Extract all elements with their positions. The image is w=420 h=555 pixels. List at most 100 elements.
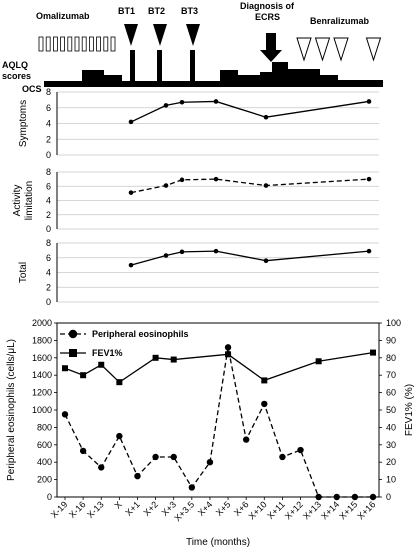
x-tick-label: X+15 [337, 499, 359, 521]
y-tick-label: 8 [46, 238, 51, 248]
data-point [263, 258, 269, 264]
data-point [80, 372, 87, 379]
data-point [128, 190, 134, 195]
y2-tick-label: 40 [386, 422, 396, 432]
data-point [79, 447, 87, 455]
data-point [61, 411, 69, 418]
omalizumab-dose-marker [53, 36, 58, 52]
data-point [128, 262, 134, 268]
x-axis-label: Time (months) [186, 537, 250, 548]
data-point [188, 484, 196, 491]
treatment-timeline: Omalizumab BT1 BT2 BT3 Diagnosis of ECRS… [2, 1, 383, 94]
y2-tick-label: 100 [386, 318, 401, 328]
omalizumab-dose-marker [45, 36, 51, 52]
omalizumab-dose-marker [74, 36, 80, 52]
y-tick-label: 1400 [32, 370, 52, 380]
x-tick-label: X-19 [49, 499, 70, 520]
data-point [62, 365, 68, 372]
x-tick-label: X+11 [265, 499, 287, 521]
data-point [315, 358, 322, 365]
y-axis-label: Total [18, 262, 29, 283]
y2-tick-label: 20 [386, 457, 396, 467]
y-tick-label: 0 [46, 150, 51, 160]
y-tick-label: 0 [46, 297, 51, 307]
legend-label: Peripheral eosinophils [92, 329, 189, 339]
y-tick-label: 600 [37, 440, 52, 450]
series-line [64, 351, 374, 383]
omalizumab-dose-marker [60, 36, 65, 52]
bt3-label: BT3 [181, 6, 198, 16]
omalizumab-dose-marker [81, 36, 87, 52]
data-point [206, 459, 214, 466]
data-point [98, 361, 105, 368]
data-point [163, 183, 169, 188]
bt3-arrowhead [186, 24, 200, 46]
data-point [279, 453, 286, 461]
y-tick-label: 8 [46, 87, 51, 97]
benralizumab-dose-markers [296, 37, 382, 62]
data-point [263, 183, 269, 188]
legend-marker [69, 349, 77, 357]
data-point [152, 453, 159, 461]
ocs-dose-bars [44, 50, 383, 87]
data-point [366, 176, 372, 182]
ecrs-label-line1: Diagnosis of [240, 1, 295, 11]
data-point [261, 377, 268, 384]
x-tick-label: X+14 [319, 499, 341, 521]
benralizumab-dose-marker [333, 37, 349, 62]
x-tick-label: X+5 [214, 499, 233, 518]
y-axis-label-line: limitation [24, 181, 35, 220]
benralizumab-dose-marker [314, 37, 331, 62]
y2-tick-label: 50 [386, 405, 396, 415]
y-tick-label: 1000 [32, 405, 52, 415]
x-tick-label: X+10 [247, 499, 269, 521]
y2-tick-label: 70 [386, 370, 396, 380]
bt2-arrowhead [153, 24, 167, 46]
y-tick-label: 2 [46, 282, 51, 292]
x-tick-label: X-13 [85, 499, 106, 520]
x-tick-label: X-16 [67, 499, 88, 520]
omalizumab-dose-markers [38, 36, 116, 52]
data-point [116, 432, 123, 440]
y-tick-label: 800 [37, 422, 52, 432]
x-tick-label: X [112, 499, 123, 510]
data-point [297, 446, 304, 454]
data-point [242, 436, 250, 443]
data-point [213, 248, 219, 254]
omalizumab-dose-marker [110, 36, 116, 52]
y-tick-label: 2 [46, 134, 51, 144]
data-point [163, 253, 169, 258]
y-tick-label: 2000 [32, 318, 52, 328]
aqlq-label: AQLQ [2, 60, 28, 70]
series-line [64, 347, 373, 498]
omalizumab-dose-marker [89, 36, 94, 52]
y-tick-label: 0 [46, 224, 51, 234]
series-line [130, 178, 370, 194]
scores-label: scores [2, 71, 31, 81]
data-point [263, 114, 269, 120]
x-tick-label: X+2 [141, 499, 160, 518]
data-point [179, 249, 185, 255]
y2-tick-label: 10 [386, 475, 396, 485]
aqlq-panel: 0 2 4 6 8 Total [18, 238, 379, 307]
data-point [366, 99, 372, 104]
y-tick-label: 2 [46, 210, 51, 220]
data-point [116, 379, 123, 386]
y2-tick-label: 30 [386, 440, 396, 450]
data-point [225, 351, 232, 358]
benralizumab-dose-marker [365, 37, 382, 62]
series-line [130, 100, 370, 123]
data-point [366, 248, 372, 254]
omalizumab-dose-marker [103, 36, 109, 52]
y2-tick-label: 0 [386, 492, 391, 502]
bt1-arrowhead [124, 24, 138, 46]
x-tick-label: X+16 [355, 499, 377, 521]
y-tick-label: 8 [46, 167, 51, 177]
plot-frame [56, 322, 380, 498]
y-axis-label: Activitylimitation [12, 181, 35, 220]
y-tick-label: 6 [46, 181, 51, 191]
y2-tick-label: 60 [386, 388, 396, 398]
benralizumab-dose-marker [296, 37, 312, 62]
x-tick-label: X+4 [196, 499, 215, 518]
